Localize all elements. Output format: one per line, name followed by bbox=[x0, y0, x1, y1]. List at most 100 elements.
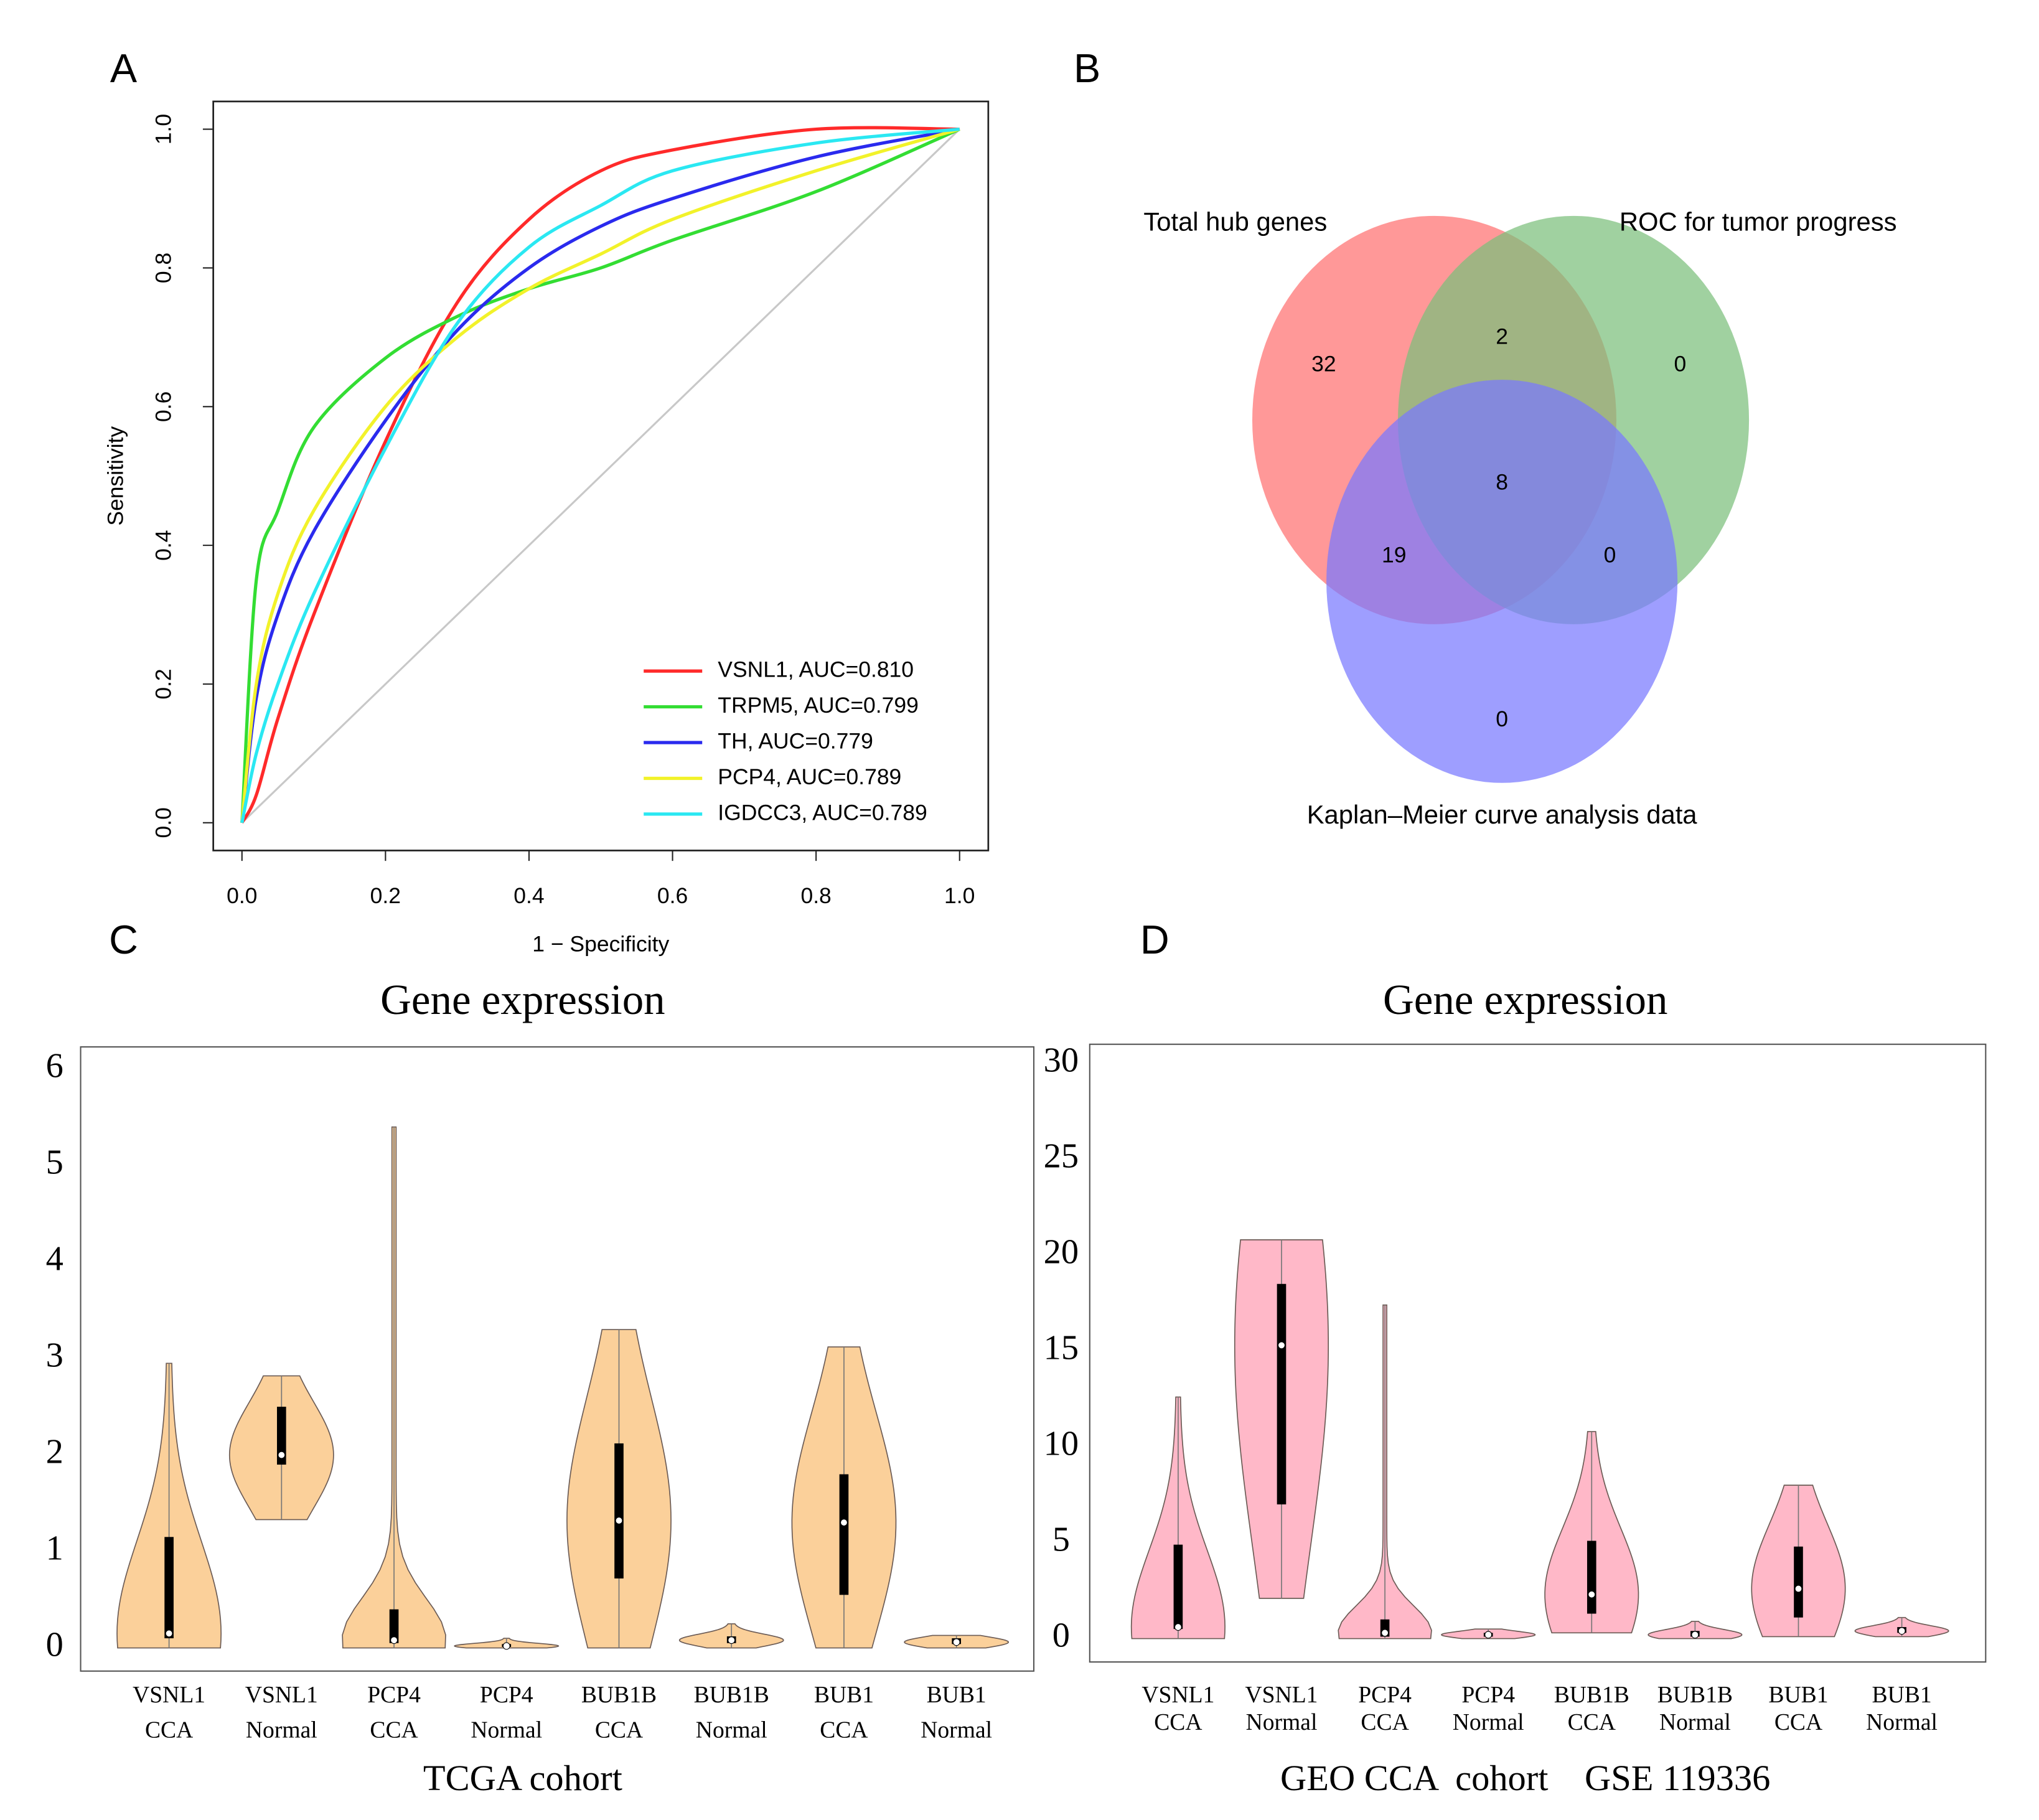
y-tick-label: 0.0 bbox=[151, 807, 176, 838]
iqr-box bbox=[614, 1443, 624, 1578]
median bbox=[165, 1630, 173, 1638]
venn-set-label: Total hub genes bbox=[1143, 207, 1327, 236]
x-tick-label: CCA bbox=[1154, 1709, 1202, 1735]
x-tick-label: BUB1B bbox=[694, 1682, 769, 1708]
legend-label: TH, AUC=0.779 bbox=[718, 728, 873, 753]
x-tick-label: CCA bbox=[145, 1717, 193, 1743]
x-tick-label: Normal bbox=[1866, 1709, 1938, 1735]
x-tick-label: Normal bbox=[1453, 1709, 1524, 1735]
venn-set-label: Kaplan–Meier curve analysis data bbox=[1307, 800, 1698, 829]
x-tick-label: CCA bbox=[1774, 1709, 1822, 1735]
y-tick-label: 1.0 bbox=[151, 114, 176, 144]
x-tick-label: BUB1 bbox=[927, 1682, 987, 1708]
plot-frame bbox=[212, 100, 990, 851]
x-tick-label: CCA bbox=[595, 1717, 643, 1743]
x-axis-title: GEO CCA cohort GSE 119336 bbox=[1280, 1758, 1770, 1798]
median bbox=[840, 1519, 848, 1527]
x-axis-title: 1 − Specificity bbox=[532, 931, 669, 956]
venn-set-label: ROC for tumor progress bbox=[1619, 207, 1897, 236]
iqr-box bbox=[164, 1537, 174, 1639]
y-tick-label: 10 bbox=[1044, 1424, 1079, 1463]
roc-curve bbox=[240, 126, 960, 824]
median bbox=[1794, 1585, 1802, 1593]
panel-letter: B bbox=[1074, 45, 1100, 91]
median bbox=[278, 1451, 286, 1459]
venn-count: 8 bbox=[1496, 470, 1508, 495]
roc-curve bbox=[240, 127, 960, 823]
iqr-box bbox=[839, 1474, 849, 1595]
median bbox=[390, 1636, 398, 1644]
iqr-box bbox=[1794, 1546, 1803, 1618]
median bbox=[1588, 1590, 1596, 1598]
x-tick-label: 1.0 bbox=[944, 883, 975, 908]
venn-count: 32 bbox=[1311, 351, 1336, 376]
iqr-box bbox=[1173, 1544, 1183, 1630]
roc-curve bbox=[240, 128, 960, 823]
x-tick-label: 0.4 bbox=[513, 883, 544, 908]
median bbox=[1898, 1627, 1906, 1635]
x-tick-label: VSNL1 bbox=[1141, 1682, 1214, 1708]
y-tick-label: 5 bbox=[46, 1143, 63, 1182]
median bbox=[1381, 1629, 1389, 1637]
plot-frame bbox=[1089, 1043, 1987, 1663]
x-tick-label: CCA bbox=[820, 1717, 868, 1743]
x-tick-label: Normal bbox=[471, 1717, 542, 1743]
roc-curve bbox=[240, 127, 960, 823]
chart-title: Gene expression bbox=[1383, 976, 1668, 1023]
x-tick-label: VSNL1 bbox=[245, 1682, 318, 1708]
legend-label: VSNL1, AUC=0.810 bbox=[718, 657, 914, 682]
iqr-box bbox=[389, 1609, 399, 1643]
x-tick-label: BUB1B bbox=[1657, 1682, 1733, 1708]
x-tick-label: PCP4 bbox=[367, 1682, 421, 1708]
y-tick-label: 6 bbox=[46, 1047, 63, 1086]
y-tick-label: 0 bbox=[46, 1626, 63, 1664]
x-tick-label: BUB1 bbox=[1768, 1682, 1828, 1708]
y-tick-label: 2 bbox=[46, 1433, 63, 1471]
y-tick-label: 25 bbox=[1044, 1137, 1079, 1175]
plot-frame bbox=[80, 1046, 1035, 1672]
median bbox=[952, 1638, 960, 1646]
venn-count: 2 bbox=[1496, 324, 1508, 349]
median bbox=[615, 1516, 623, 1524]
median bbox=[502, 1642, 510, 1650]
venn-count: 0 bbox=[1604, 543, 1616, 568]
panel-letter: A bbox=[110, 45, 138, 91]
x-tick-label: Normal bbox=[696, 1717, 767, 1743]
x-tick-label: BUB1 bbox=[1872, 1682, 1932, 1708]
median bbox=[1278, 1341, 1285, 1349]
x-tick-label: 0.0 bbox=[227, 883, 257, 908]
x-tick-label: VSNL1 bbox=[133, 1682, 205, 1708]
venn-count: 0 bbox=[1496, 706, 1508, 731]
x-tick-label: BUB1 bbox=[814, 1682, 874, 1708]
y-axis-title: Sensitivity bbox=[103, 426, 128, 526]
x-tick-label: CCA bbox=[370, 1717, 418, 1743]
x-tick-label: 0.8 bbox=[800, 883, 831, 908]
y-tick-label: 0.6 bbox=[151, 392, 176, 422]
x-tick-label: Normal bbox=[921, 1717, 992, 1743]
x-tick-label: VSNL1 bbox=[1245, 1682, 1318, 1708]
x-tick-label: BUB1B bbox=[1554, 1682, 1629, 1708]
x-tick-label: 0.2 bbox=[370, 883, 401, 908]
median bbox=[1484, 1631, 1493, 1639]
y-tick-label: 3 bbox=[46, 1336, 63, 1375]
median bbox=[1691, 1631, 1699, 1639]
y-tick-label: 15 bbox=[1044, 1328, 1079, 1367]
x-tick-label: PCP4 bbox=[480, 1682, 533, 1708]
x-tick-label: CCA bbox=[1361, 1709, 1409, 1735]
y-tick-label: 4 bbox=[46, 1240, 63, 1278]
y-tick-label: 0.4 bbox=[151, 530, 176, 560]
legend-label: PCP4, AUC=0.789 bbox=[718, 764, 901, 789]
chart-title: Gene expression bbox=[380, 976, 665, 1023]
panel-letter: D bbox=[1140, 917, 1169, 962]
median bbox=[728, 1636, 736, 1644]
x-tick-label: 0.6 bbox=[657, 883, 688, 908]
iqr-box bbox=[1277, 1283, 1287, 1504]
x-tick-label: PCP4 bbox=[1358, 1682, 1412, 1708]
y-tick-label: 0.8 bbox=[151, 253, 176, 283]
y-tick-label: 20 bbox=[1044, 1232, 1079, 1271]
iqr-box bbox=[1587, 1541, 1596, 1614]
roc-curve bbox=[240, 128, 960, 823]
median bbox=[1174, 1623, 1182, 1631]
reference-diagonal bbox=[241, 128, 960, 823]
